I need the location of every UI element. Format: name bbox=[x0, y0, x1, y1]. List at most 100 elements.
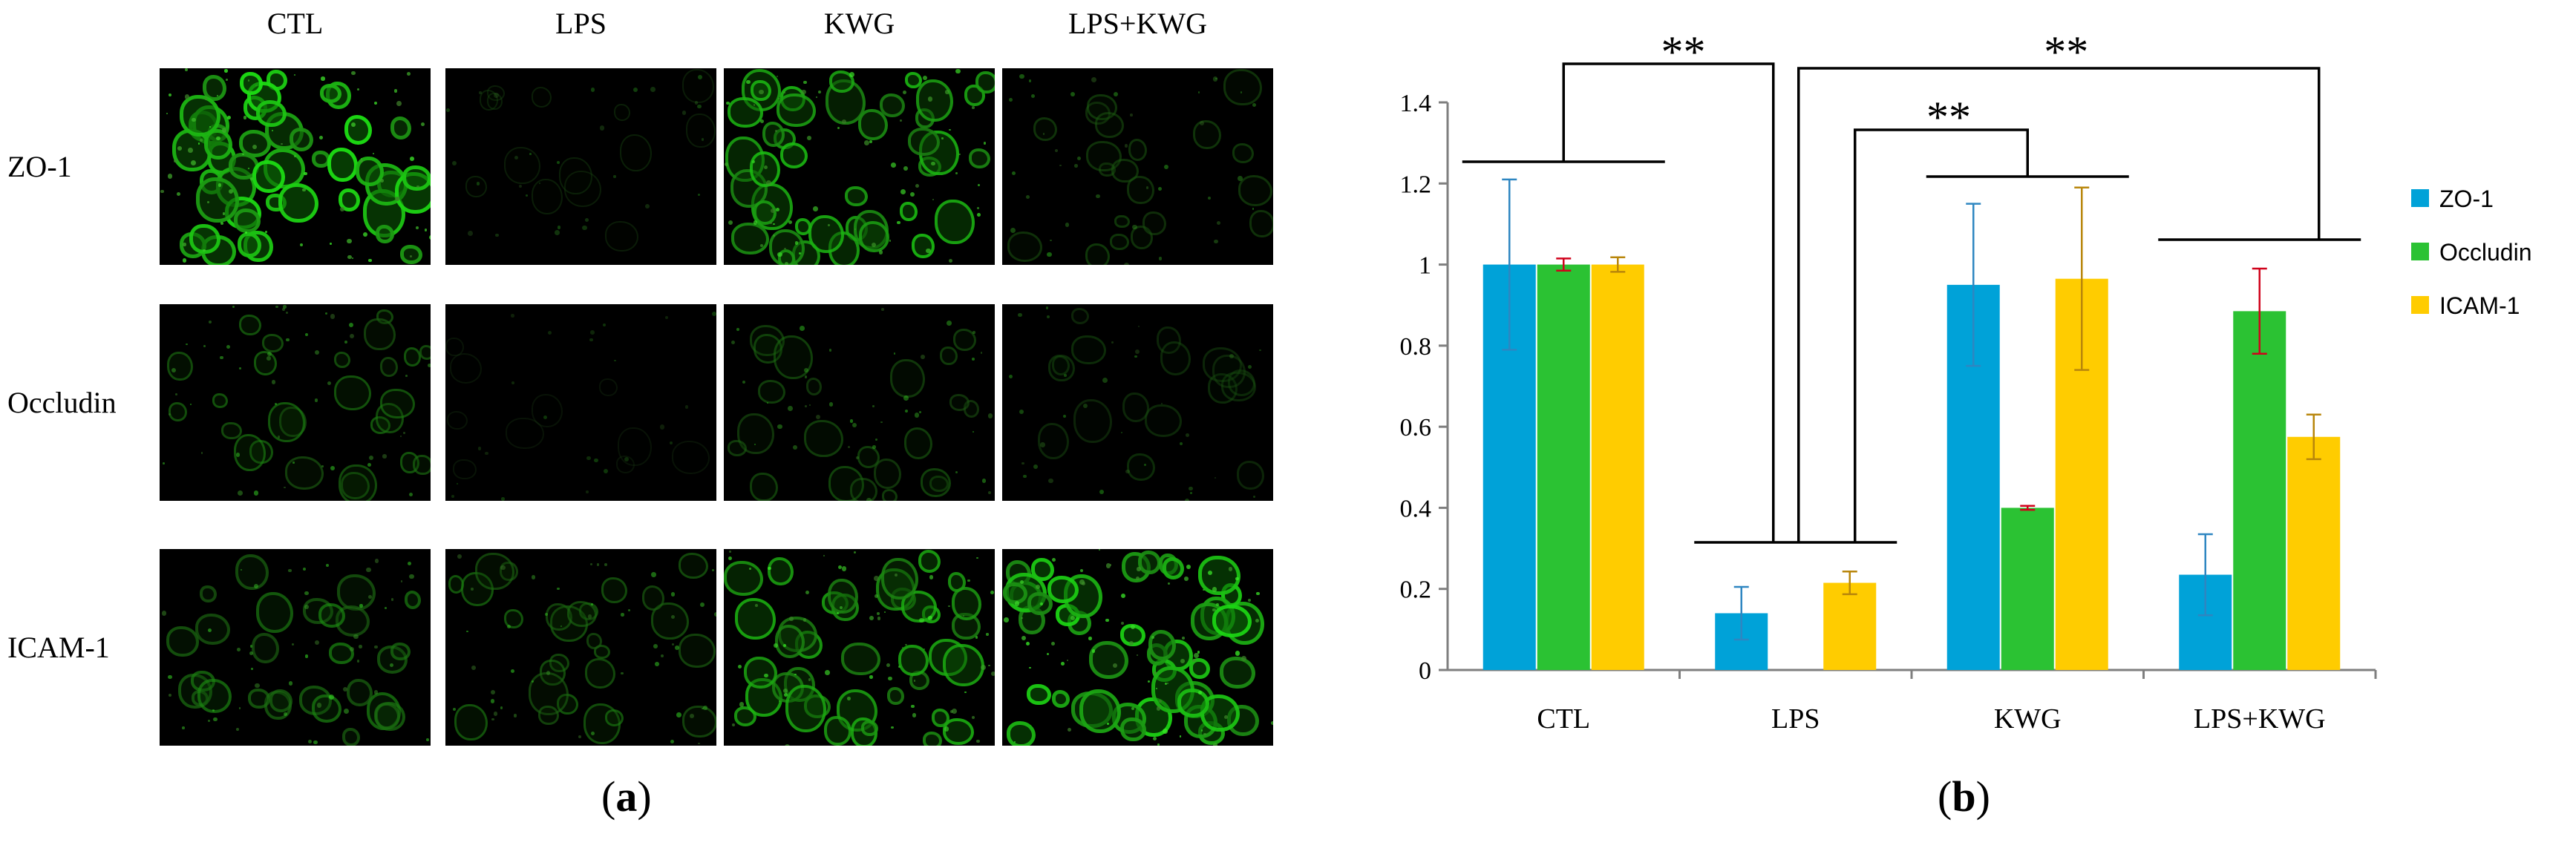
fluorescent-speck bbox=[703, 706, 707, 710]
fluorescent-speck bbox=[880, 307, 884, 311]
fluorescent-speck bbox=[265, 230, 268, 233]
fluorescent-speck bbox=[1098, 549, 1100, 551]
fluorescent-speck bbox=[183, 243, 186, 246]
fluorescent-speck bbox=[670, 592, 676, 597]
fluorescent-speck bbox=[1021, 462, 1024, 465]
fluorescent-speck bbox=[330, 243, 333, 246]
fluorescent-speck bbox=[775, 130, 777, 132]
fluorescent-speck bbox=[1010, 227, 1016, 233]
fluorescent-cell bbox=[762, 121, 785, 147]
fluorescent-speck bbox=[923, 75, 928, 80]
fluorescent-speck bbox=[189, 403, 192, 405]
fluorescent-speck bbox=[451, 160, 457, 165]
fluorescent-speck bbox=[409, 254, 413, 258]
fluorescent-cell bbox=[779, 142, 808, 168]
fluorescent-speck bbox=[788, 405, 794, 411]
fluorescent-speck bbox=[929, 575, 933, 579]
fluorescent-speck bbox=[451, 495, 454, 498]
fluorescent-cell bbox=[1219, 657, 1255, 689]
bar-icam-1 bbox=[1823, 582, 1877, 670]
fluorescent-cell bbox=[678, 553, 708, 579]
fluorescent-speck bbox=[237, 648, 241, 652]
fluorescent-speck bbox=[888, 676, 893, 681]
fluorescent-speck bbox=[877, 616, 881, 620]
panel-b-chart: 0 0.2 0.4 0.6 0.8 1 1.2 1.4 CTL LPS KWG LPS+KWG ZO-1… bbox=[1307, 0, 2576, 850]
fluorescent-speck bbox=[555, 230, 560, 235]
bar-occludin bbox=[1537, 264, 1590, 671]
fluorescent-speck bbox=[1047, 315, 1050, 318]
fluorescent-speck bbox=[382, 454, 387, 459]
fluorescent-speck bbox=[538, 182, 540, 184]
fluorescent-speck bbox=[599, 125, 605, 131]
fluorescent-cell bbox=[1088, 640, 1128, 679]
fluorescent-cell bbox=[750, 472, 778, 501]
fluorescent-cell bbox=[1160, 341, 1191, 375]
fluorescent-speck bbox=[1197, 651, 1200, 654]
fluorescent-speck bbox=[395, 197, 399, 202]
fluorescent-speck bbox=[1203, 588, 1205, 591]
fluorescent-speck bbox=[162, 611, 167, 616]
fluorescent-cell bbox=[952, 329, 976, 352]
fluorescent-speck bbox=[912, 712, 917, 717]
fluorescent-speck bbox=[613, 175, 616, 178]
fluorescent-cell bbox=[448, 574, 465, 594]
fluorescent-speck bbox=[586, 456, 591, 460]
fluorescent-cell bbox=[269, 689, 293, 713]
fluorescent-cell bbox=[1128, 139, 1148, 161]
fluorescent-speck bbox=[589, 562, 593, 566]
fluorescent-speck bbox=[190, 160, 196, 166]
fluorescent-speck bbox=[288, 568, 292, 573]
fluorescent-speck bbox=[1019, 73, 1024, 79]
fluorescent-speck bbox=[816, 96, 818, 99]
fluorescent-speck bbox=[409, 493, 413, 497]
fluorescent-cell bbox=[728, 96, 763, 128]
fluorescent-cell bbox=[1249, 210, 1273, 238]
fluorescent-speck bbox=[874, 594, 878, 599]
fluorescent-speck bbox=[457, 554, 462, 559]
fluorescent-speck bbox=[904, 410, 908, 413]
fluorescent-cell bbox=[566, 601, 597, 627]
fluorescent-speck bbox=[1019, 410, 1024, 415]
fluorescent-speck bbox=[714, 612, 716, 617]
fluorescent-speck bbox=[531, 680, 534, 683]
fluorescent-speck bbox=[682, 111, 687, 115]
fluorescent-speck bbox=[416, 226, 419, 229]
fluorescent-speck bbox=[1186, 565, 1191, 570]
fluorescent-cell bbox=[327, 148, 359, 183]
fluorescent-speck bbox=[1008, 98, 1013, 102]
fluorescent-speck bbox=[958, 153, 961, 156]
fluorescent-speck bbox=[1136, 576, 1140, 580]
fluorescent-speck bbox=[1083, 404, 1088, 409]
fluorescent-cell bbox=[364, 318, 396, 351]
fluorescent-speck bbox=[949, 710, 953, 714]
fluorescent-cell bbox=[334, 375, 372, 411]
fluorescent-speck bbox=[972, 106, 975, 109]
fluorescent-speck bbox=[1033, 464, 1039, 470]
fluorescent-speck bbox=[1031, 93, 1036, 98]
fluorescent-cell bbox=[252, 160, 286, 194]
fluorescent-speck bbox=[773, 643, 778, 648]
fluorescent-speck bbox=[327, 381, 332, 385]
fluorescent-speck bbox=[872, 405, 875, 408]
fluorescent-speck bbox=[1235, 577, 1239, 581]
fluorescent-speck bbox=[729, 551, 731, 553]
fluorescent-speck bbox=[1215, 77, 1218, 80]
fluorescent-speck bbox=[951, 709, 957, 714]
fluorescent-speck bbox=[167, 174, 172, 179]
fluorescent-cell bbox=[504, 608, 523, 628]
fluorescent-speck bbox=[347, 254, 352, 260]
fluorescent-speck bbox=[344, 341, 348, 344]
fluorescent-speck bbox=[732, 723, 735, 726]
panel-a-tag: (a) bbox=[601, 772, 652, 821]
fluorescent-cell bbox=[341, 728, 360, 746]
fluorescent-speck bbox=[777, 252, 782, 257]
fluorescent-speck bbox=[416, 185, 419, 188]
fluorescent-speck bbox=[1021, 636, 1027, 640]
fluorescent-speck bbox=[866, 498, 872, 501]
fluorescent-speck bbox=[557, 226, 561, 229]
fluorescent-speck bbox=[671, 643, 674, 646]
fluorescent-cell bbox=[237, 231, 261, 257]
fluorescent-speck bbox=[853, 551, 857, 554]
fluorescent-speck bbox=[410, 157, 415, 161]
fluorescent-cell bbox=[911, 233, 935, 259]
